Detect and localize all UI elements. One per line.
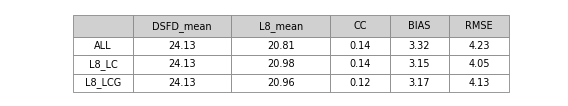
Bar xyxy=(231,37,330,55)
Bar xyxy=(330,74,390,92)
Bar xyxy=(231,55,330,74)
Text: 0.12: 0.12 xyxy=(349,78,370,88)
Text: 0.14: 0.14 xyxy=(349,59,370,69)
Text: DSFD_mean: DSFD_mean xyxy=(152,21,212,32)
Bar xyxy=(231,74,330,92)
Bar xyxy=(73,15,133,37)
Text: 20.98: 20.98 xyxy=(267,59,294,69)
Text: ALL: ALL xyxy=(94,41,112,51)
Text: 24.13: 24.13 xyxy=(168,41,196,51)
Bar xyxy=(390,37,449,55)
Bar xyxy=(133,15,231,37)
Text: 24.13: 24.13 xyxy=(168,78,196,88)
Bar xyxy=(390,15,449,37)
Text: 4.05: 4.05 xyxy=(469,59,490,69)
Bar xyxy=(133,37,231,55)
Bar xyxy=(231,15,330,37)
Bar xyxy=(449,15,509,37)
Bar xyxy=(73,37,133,55)
Bar xyxy=(330,37,390,55)
Bar xyxy=(73,55,133,74)
Bar xyxy=(133,55,231,74)
Text: 3.15: 3.15 xyxy=(409,59,430,69)
Bar xyxy=(330,15,390,37)
Bar xyxy=(133,74,231,92)
Text: 4.23: 4.23 xyxy=(469,41,490,51)
Text: 3.17: 3.17 xyxy=(409,78,430,88)
Text: 24.13: 24.13 xyxy=(168,59,196,69)
Bar xyxy=(449,37,509,55)
Text: L8_LC: L8_LC xyxy=(89,59,118,70)
Bar xyxy=(73,74,133,92)
Text: 0.14: 0.14 xyxy=(349,41,370,51)
Bar xyxy=(390,74,449,92)
Text: 20.81: 20.81 xyxy=(267,41,294,51)
Text: 4.13: 4.13 xyxy=(469,78,490,88)
Text: L8_mean: L8_mean xyxy=(258,21,303,32)
Text: 3.32: 3.32 xyxy=(409,41,430,51)
Text: 20.96: 20.96 xyxy=(267,78,294,88)
Bar xyxy=(390,55,449,74)
Bar xyxy=(330,55,390,74)
Text: BIAS: BIAS xyxy=(408,21,431,31)
Text: RMSE: RMSE xyxy=(465,21,493,31)
Bar xyxy=(449,74,509,92)
Text: L8_LCG: L8_LCG xyxy=(85,77,121,88)
Bar xyxy=(449,55,509,74)
Text: CC: CC xyxy=(353,21,366,31)
